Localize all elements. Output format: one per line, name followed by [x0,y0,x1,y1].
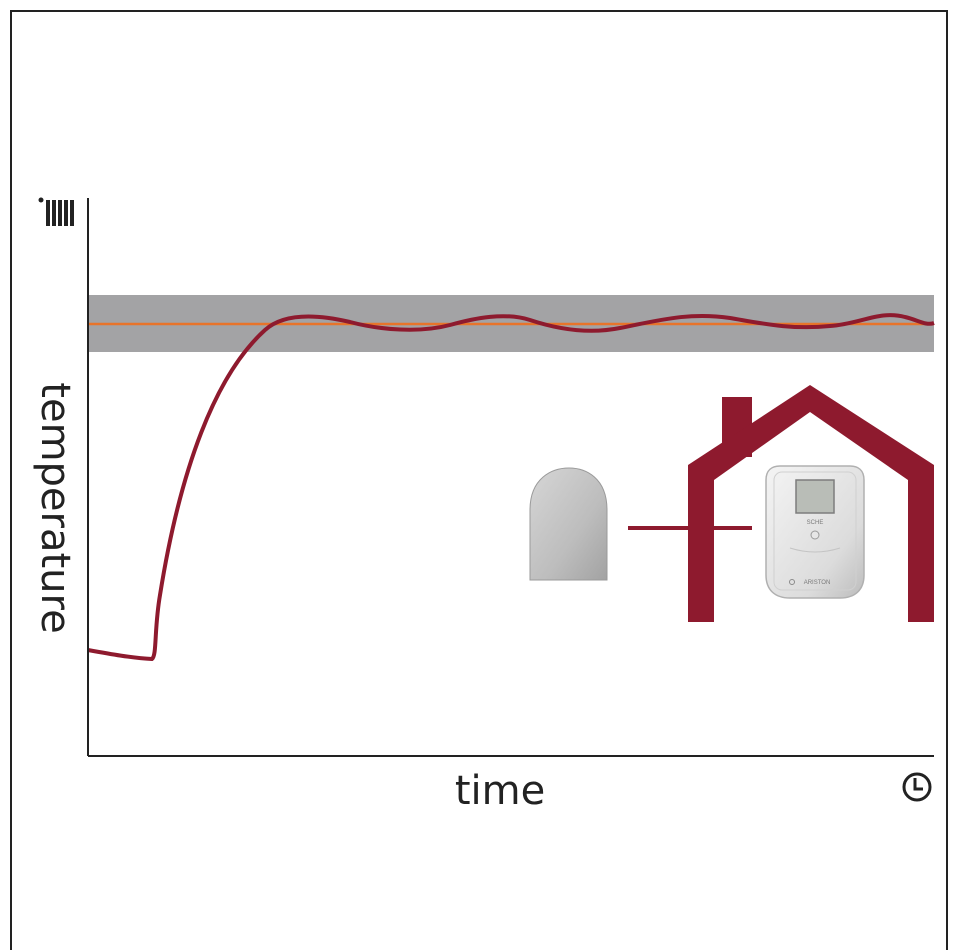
thermostat-display [795,479,835,514]
thermostat-button [810,530,820,540]
house-icon [688,385,934,622]
thermostat-button-label: SCHE [807,520,824,526]
outdoor-sensor [529,467,608,581]
temperature-curve [87,313,935,662]
y-axis-title: temperature [32,382,78,633]
thermostat-brand: ARISTON [804,580,831,586]
radiator-icon [38,197,74,226]
clock-icon [902,772,932,802]
room-thermostat: SCHE ARISTON [765,465,865,599]
brand-logo-icon [789,579,795,585]
x-axis-title: time [455,768,545,814]
diagram-frame [10,10,948,950]
